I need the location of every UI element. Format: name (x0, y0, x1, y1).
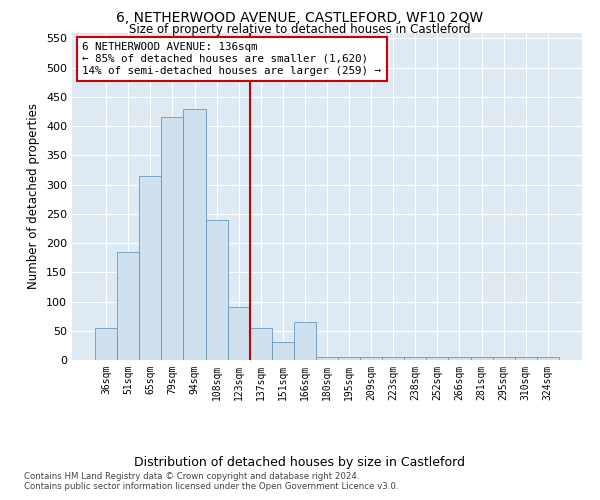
Bar (294, 322, 316, 360)
Bar (493, 357, 515, 360)
Text: Contains HM Land Registry data © Crown copyright and database right 2024.: Contains HM Land Registry data © Crown c… (24, 472, 359, 481)
Text: Contains public sector information licensed under the Open Government Licence v3: Contains public sector information licen… (24, 482, 398, 491)
Bar (515, 357, 537, 360)
Text: 6 NETHERWOOD AVENUE: 136sqm
← 85% of detached houses are smaller (1,620)
14% of : 6 NETHERWOOD AVENUE: 136sqm ← 85% of det… (82, 42, 381, 76)
Bar (206, 220, 227, 360)
Bar (227, 308, 250, 360)
Bar (382, 357, 404, 360)
Bar (360, 357, 382, 360)
Bar (427, 357, 448, 360)
Bar (117, 252, 139, 360)
Bar (537, 357, 559, 360)
Text: Size of property relative to detached houses in Castleford: Size of property relative to detached ho… (129, 22, 471, 36)
Bar (338, 357, 360, 360)
Bar (184, 108, 206, 360)
Bar (161, 118, 184, 360)
Bar (272, 342, 294, 360)
Bar (95, 328, 117, 360)
Bar (250, 328, 272, 360)
Bar (139, 176, 161, 360)
Y-axis label: Number of detached properties: Number of detached properties (28, 104, 40, 289)
Bar (470, 357, 493, 360)
Bar (316, 357, 338, 360)
Bar (448, 357, 470, 360)
Text: Distribution of detached houses by size in Castleford: Distribution of detached houses by size … (134, 456, 466, 469)
Bar (404, 357, 427, 360)
Text: 6, NETHERWOOD AVENUE, CASTLEFORD, WF10 2QW: 6, NETHERWOOD AVENUE, CASTLEFORD, WF10 2… (116, 11, 484, 25)
